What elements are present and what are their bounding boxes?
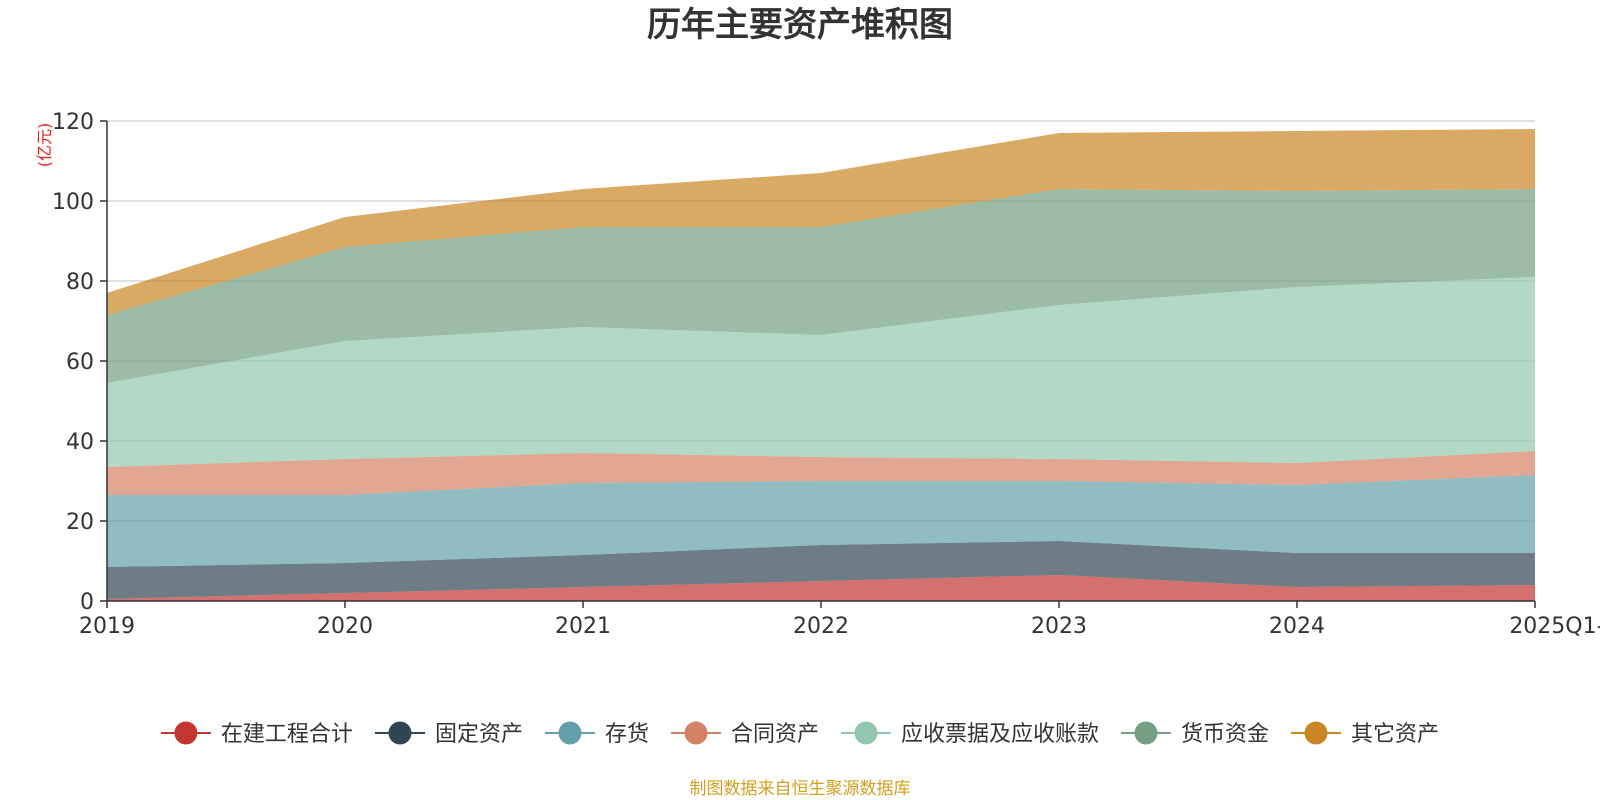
area-series-layer — [107, 129, 1535, 601]
legend-label-3: 合同资产 — [731, 722, 819, 747]
x-tick-label-6: 2025Q1-Q3 — [1509, 614, 1600, 639]
area-series-1[interactable] — [107, 541, 1535, 599]
legend-marker-5 — [1134, 721, 1158, 745]
legend-item-6[interactable]: 其它资产 — [1291, 721, 1439, 748]
x-tick-label-5: 2024 — [1269, 614, 1325, 639]
x-tick-label-3: 2022 — [793, 614, 849, 639]
legend-marker-3 — [684, 721, 708, 745]
legend-label-1: 固定资产 — [435, 722, 523, 747]
legend-item-4[interactable]: 应收票据及应收账款 — [841, 721, 1099, 748]
y-tick-label-6: 120 — [52, 110, 94, 135]
legend-item-3[interactable]: 合同资产 — [671, 721, 819, 748]
legend-marker-6 — [1304, 721, 1328, 745]
area-series-3[interactable] — [107, 451, 1535, 495]
legend-item-1[interactable]: 固定资产 — [375, 721, 523, 748]
legend-label-0: 在建工程合计 — [221, 722, 353, 747]
area-series-4[interactable] — [107, 277, 1535, 467]
legend-marker-2 — [558, 721, 582, 745]
area-series-6[interactable] — [107, 129, 1535, 315]
data-source-note: 制图数据来自恒生聚源数据库 — [690, 779, 911, 799]
legend-item-0[interactable]: 在建工程合计 — [160, 721, 353, 748]
area-series-5[interactable] — [107, 189, 1535, 383]
x-tick-label-4: 2023 — [1031, 614, 1087, 639]
y-tick-label-5: 100 — [52, 190, 94, 215]
y-tick-label-3: 60 — [66, 350, 94, 375]
area-series-2[interactable] — [107, 475, 1535, 567]
y-axis-unit-label: (亿元) — [35, 123, 54, 168]
y-tick-label-2: 40 — [66, 430, 94, 455]
area-series-0[interactable] — [107, 575, 1535, 601]
y-tick-label-0: 0 — [80, 590, 94, 615]
legend-label-2: 存货 — [605, 722, 649, 747]
chart-title: 历年主要资产堆积图 — [647, 5, 953, 45]
legend-marker-4 — [854, 721, 878, 745]
x-tick-label-2: 2021 — [555, 614, 611, 639]
x-tick-label-0: 2019 — [79, 614, 135, 639]
legend-label-5: 货币资金 — [1181, 722, 1269, 747]
axes: 0 20 40 60 80 100 120 2019 2020 2021 2022 2023 2024 2… — [52, 110, 1600, 639]
legend[interactable]: 在建工程合计 固定资产 存货 合同资产 应收票据及应收账款 货币资金 其它资产 — [160, 721, 1439, 748]
legend-marker-0 — [174, 721, 198, 745]
legend-label-6: 其它资产 — [1351, 722, 1439, 747]
legend-label-4: 应收票据及应收账款 — [901, 722, 1099, 747]
y-tick-label-4: 80 — [66, 270, 94, 295]
x-tick-label-1: 2020 — [317, 614, 373, 639]
legend-item-2[interactable]: 存货 — [545, 721, 649, 748]
legend-item-5[interactable]: 货币资金 — [1121, 721, 1269, 748]
y-tick-label-1: 20 — [66, 510, 94, 535]
legend-marker-1 — [388, 721, 412, 745]
